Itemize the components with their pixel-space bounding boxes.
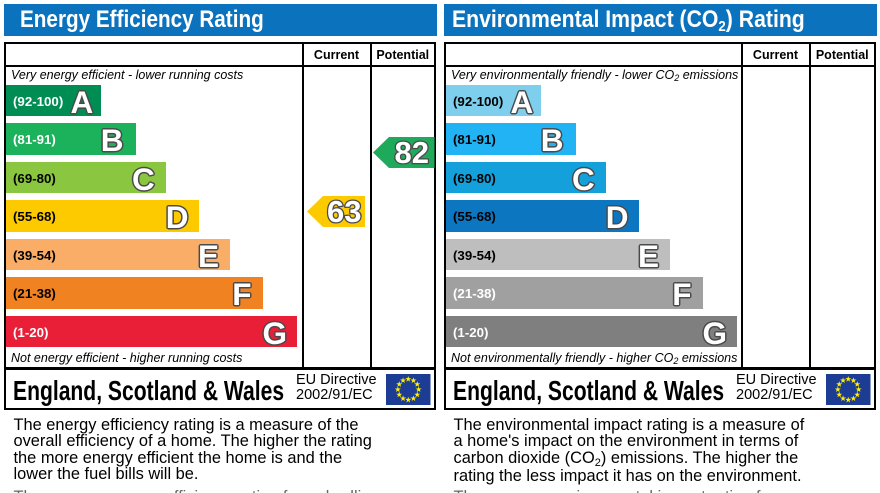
svg-text:63: 63	[327, 196, 361, 227]
svg-text:82: 82	[395, 137, 429, 168]
